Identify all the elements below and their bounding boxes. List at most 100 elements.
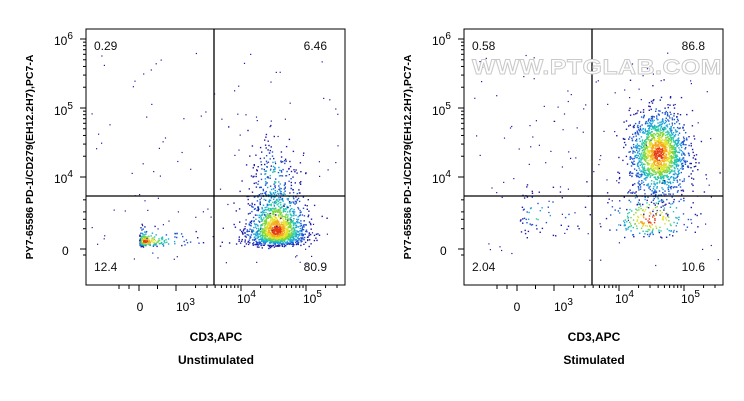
event-dot xyxy=(649,152,651,154)
event-dot xyxy=(675,161,678,164)
event-dot xyxy=(606,192,609,194)
tick-exponent: 3 xyxy=(567,297,573,308)
event-dot xyxy=(184,244,186,246)
event-dot xyxy=(637,187,640,189)
event-dot xyxy=(657,203,659,205)
event-dot xyxy=(264,225,266,227)
event-dot xyxy=(672,104,675,106)
event-dot xyxy=(656,181,658,184)
event-dot xyxy=(647,167,649,169)
event-dot xyxy=(276,236,279,239)
event-dot xyxy=(665,136,667,139)
event-dot xyxy=(644,196,646,198)
event-dot xyxy=(672,186,675,189)
event-dot xyxy=(698,162,700,164)
event-dot xyxy=(618,156,620,159)
event-dot xyxy=(269,194,271,196)
event-dot xyxy=(286,219,288,221)
event-dot xyxy=(285,145,288,148)
event-dot xyxy=(302,233,305,236)
event-dot xyxy=(650,213,652,215)
x-tick-label-1e5: 105 xyxy=(681,289,700,306)
event-dot xyxy=(659,210,661,212)
event-dot xyxy=(233,223,235,226)
event-dot xyxy=(663,177,665,180)
event-dot xyxy=(271,233,273,235)
event-dot xyxy=(656,160,658,162)
event-dot xyxy=(606,179,608,181)
event-dot xyxy=(268,227,270,230)
event-dot xyxy=(642,203,644,206)
x-tick-label-0: 0 xyxy=(137,300,144,314)
event-dot xyxy=(674,177,676,179)
event-dot xyxy=(674,159,676,161)
event-dot xyxy=(252,244,254,246)
event-dot xyxy=(326,217,328,219)
event-dot xyxy=(642,155,644,157)
event-dot xyxy=(301,214,304,216)
event-dot xyxy=(250,236,252,238)
event-dot xyxy=(640,111,642,113)
event-dot xyxy=(670,146,672,149)
event-dot xyxy=(646,130,649,132)
event-dot xyxy=(663,163,665,165)
event-dot xyxy=(173,258,175,260)
event-dot xyxy=(641,158,643,160)
event-dot xyxy=(634,122,637,125)
event-dot xyxy=(267,207,270,209)
event-dot xyxy=(660,149,662,151)
event-dot xyxy=(281,244,283,246)
event-dot xyxy=(283,184,286,186)
event-dot xyxy=(270,231,272,234)
event-dot xyxy=(610,214,612,216)
event-dot xyxy=(280,160,282,162)
event-dot xyxy=(708,184,710,186)
event-dot xyxy=(297,218,300,221)
event-dot xyxy=(648,133,650,135)
event-dot xyxy=(260,164,263,166)
event-dot xyxy=(297,242,299,245)
event-dot xyxy=(254,224,257,226)
event-dot xyxy=(286,234,288,236)
event-dot xyxy=(273,209,275,211)
event-dot xyxy=(665,158,667,160)
event-dot xyxy=(611,200,613,202)
event-dot xyxy=(526,237,528,239)
event-dot xyxy=(280,187,282,190)
event-dot xyxy=(313,234,316,237)
event-dot xyxy=(669,165,671,167)
event-dot xyxy=(266,216,268,219)
event-dot xyxy=(656,179,658,181)
event-dot xyxy=(654,157,657,159)
event-dot xyxy=(259,232,261,235)
event-dot xyxy=(283,231,286,234)
event-dot xyxy=(251,145,254,147)
event-dot xyxy=(628,125,630,127)
event-dot xyxy=(644,144,646,146)
event-dot xyxy=(277,214,280,216)
event-dot xyxy=(281,199,284,201)
event-dot xyxy=(667,216,670,218)
event-dot xyxy=(280,216,282,218)
event-dot xyxy=(299,162,302,164)
event-dot xyxy=(648,169,650,171)
event-dot xyxy=(657,141,660,143)
event-dot xyxy=(299,225,301,227)
event-dot xyxy=(669,171,671,173)
event-dot xyxy=(648,222,650,224)
event-dot xyxy=(589,214,591,216)
event-dot xyxy=(273,243,275,245)
event-dot xyxy=(630,217,632,219)
event-dot xyxy=(667,132,669,134)
event-dot xyxy=(249,221,252,223)
event-dot xyxy=(652,208,655,211)
event-dot xyxy=(664,167,666,169)
event-dot xyxy=(652,199,654,201)
event-dot xyxy=(256,241,258,243)
event-dot xyxy=(656,186,658,188)
event-dot xyxy=(665,203,667,206)
event-dot xyxy=(667,157,669,159)
event-dot xyxy=(661,123,664,125)
event-dot xyxy=(274,161,276,163)
event-dot xyxy=(670,127,672,130)
